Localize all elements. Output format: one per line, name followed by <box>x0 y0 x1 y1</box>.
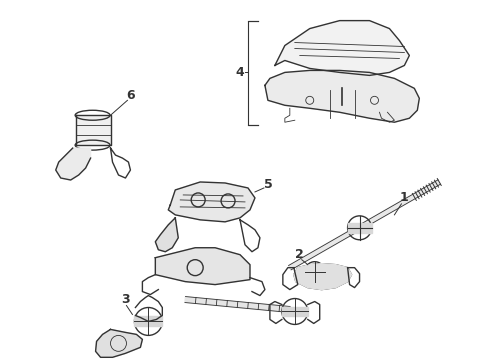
Polygon shape <box>265 71 419 122</box>
Text: 3: 3 <box>121 293 130 306</box>
Polygon shape <box>96 329 143 357</box>
Polygon shape <box>155 248 250 285</box>
Polygon shape <box>168 182 255 222</box>
Polygon shape <box>347 223 371 233</box>
Polygon shape <box>282 306 308 316</box>
Text: 6: 6 <box>126 89 135 102</box>
Text: 5: 5 <box>264 179 272 192</box>
Polygon shape <box>134 316 162 327</box>
Polygon shape <box>275 21 409 75</box>
Polygon shape <box>294 264 352 289</box>
Polygon shape <box>155 218 178 252</box>
Text: 1: 1 <box>400 192 409 204</box>
Polygon shape <box>75 115 111 145</box>
Polygon shape <box>56 148 91 180</box>
Text: 2: 2 <box>295 248 304 261</box>
Text: 4: 4 <box>236 66 245 79</box>
Polygon shape <box>289 180 441 270</box>
Polygon shape <box>185 297 290 312</box>
